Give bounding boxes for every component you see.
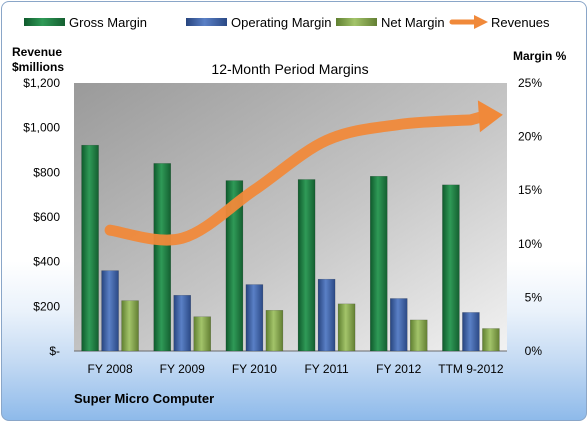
legend-swatch-net-margin xyxy=(336,18,377,26)
category-label: TTM 9-2012 xyxy=(438,362,504,376)
left-tick-label: $200 xyxy=(33,299,60,313)
left-tick-label: $400 xyxy=(33,255,60,269)
category-label: FY 2011 xyxy=(304,362,349,376)
category-labels: FY 2008 FY 2009 FY 2010 FY 2011 FY 2012 TTM 9… xyxy=(88,362,504,376)
category-label: FY 2012 xyxy=(376,362,421,376)
revenue-arrowhead xyxy=(477,100,503,133)
left-tick-label: $800 xyxy=(33,165,60,179)
bar-operating-margin xyxy=(317,278,336,352)
right-tick-label: 25% xyxy=(518,76,542,90)
right-tick-label: 15% xyxy=(518,183,542,197)
bar-operating-margin xyxy=(462,312,480,352)
legend-label-operating-margin: Operating Margin xyxy=(231,15,331,30)
plot-area xyxy=(74,83,507,351)
category-label: FY 2008 xyxy=(88,362,133,376)
bar-net-margin xyxy=(337,303,356,352)
right-tick-label: 20% xyxy=(518,130,542,144)
left-axis-label-line1: Revenue xyxy=(12,45,62,59)
right-axis-label: Margin % xyxy=(513,49,567,63)
bar-net-margin xyxy=(193,316,211,352)
bars xyxy=(81,144,500,352)
legend-label-net-margin: Net Margin xyxy=(381,15,445,30)
revenue-line-group xyxy=(104,100,503,246)
left-tick-label: $600 xyxy=(33,210,60,224)
revenue-line xyxy=(104,110,491,246)
legend-label-gross-margin: Gross Margin xyxy=(69,15,147,30)
left-tick-label: $1,200 xyxy=(23,76,60,90)
chart-title: 12-Month Period Margins xyxy=(211,61,368,77)
right-axis-ticks: 0% 5% 10% 15% 20% 25% xyxy=(518,76,542,358)
bar-gross-margin xyxy=(225,180,244,352)
bar-operating-margin xyxy=(245,284,264,352)
right-tick-label: 10% xyxy=(518,237,542,251)
right-tick-label: 5% xyxy=(525,290,543,304)
bar-gross-margin xyxy=(297,179,316,352)
category-label: FY 2010 xyxy=(232,362,277,376)
left-tick-label: $- xyxy=(49,344,60,358)
legend-swatch-gross-margin xyxy=(24,18,65,26)
bar-operating-margin xyxy=(390,298,408,352)
bar-gross-margin xyxy=(370,176,388,352)
bar-net-margin xyxy=(121,300,139,352)
company-label: Super Micro Computer xyxy=(74,391,214,406)
bar-net-margin xyxy=(410,319,428,352)
legend-swatch-operating-margin xyxy=(186,18,227,26)
bar-gross-margin xyxy=(153,163,171,352)
legend-label-revenues: Revenues xyxy=(491,15,550,30)
bar-gross-margin xyxy=(81,144,99,352)
legend-arrow-revenues xyxy=(474,15,488,29)
left-axis-ticks: $- $200 $400 $600 $800 $1,000 $1,200 xyxy=(23,76,60,358)
bar-net-margin xyxy=(482,328,500,352)
bar-net-margin xyxy=(265,310,284,352)
legend: Gross Margin Operating Margin Net Margin Re… xyxy=(24,15,550,30)
bar-gross-margin xyxy=(442,184,460,352)
right-tick-label: 0% xyxy=(525,344,543,358)
category-label: FY 2009 xyxy=(160,362,205,376)
bar-operating-margin xyxy=(173,295,191,352)
left-axis-label-line2: $millions xyxy=(12,60,64,74)
left-tick-label: $1,000 xyxy=(23,121,60,135)
bar-operating-margin xyxy=(101,270,119,352)
